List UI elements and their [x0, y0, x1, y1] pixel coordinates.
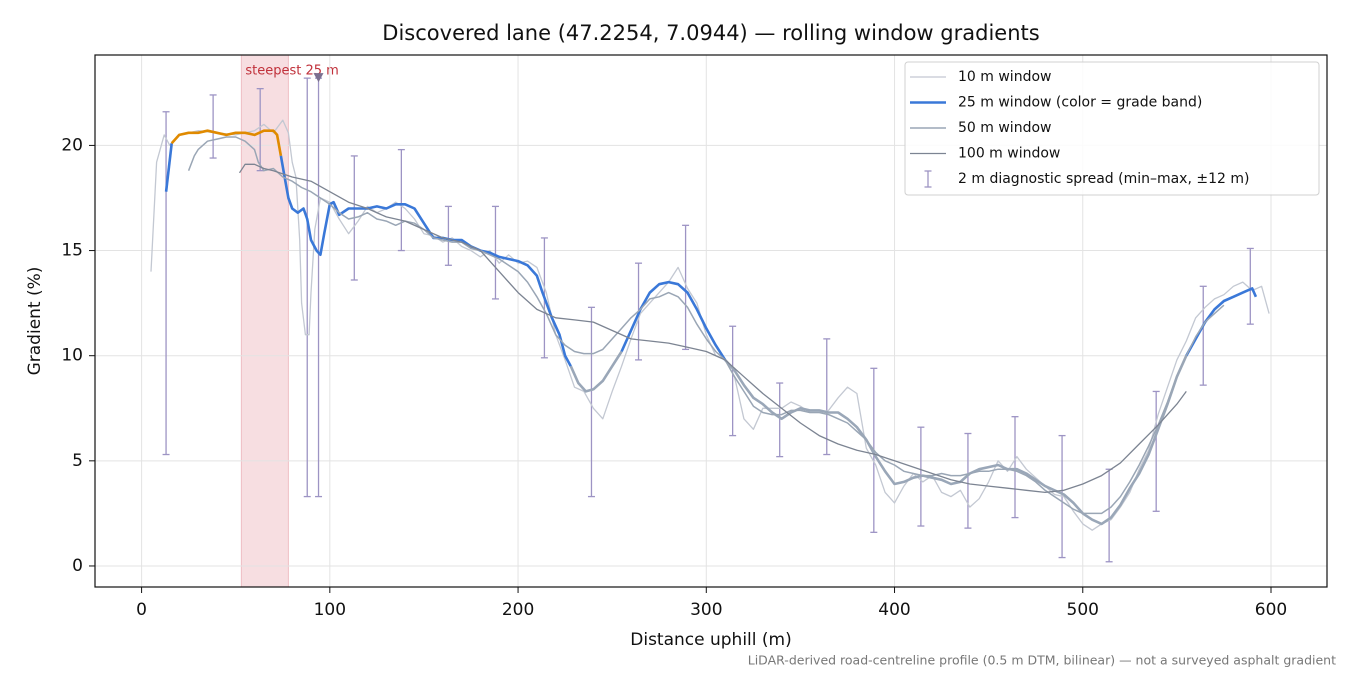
line-series [170, 129, 283, 157]
x-tick-label: 300 [690, 600, 722, 620]
legend-box [904, 61, 1320, 196]
line-series [724, 355, 1188, 526]
error-bar [209, 94, 217, 159]
error-bar [729, 325, 737, 437]
error-bar [776, 382, 784, 458]
x-tick-label: 400 [878, 600, 910, 620]
error-bar [964, 432, 972, 529]
y-tick-label: 20 [61, 135, 83, 155]
legend-label: 50 m window [958, 120, 1051, 136]
chart-title: Discovered lane (47.2254, 7.0944) — roll… [382, 21, 1039, 45]
error-bar [1011, 416, 1019, 519]
error-bar [397, 148, 405, 252]
y-tick-label: 0 [72, 556, 83, 576]
line-series [620, 280, 727, 361]
x-tick-label: 200 [502, 600, 534, 620]
line-series [569, 350, 623, 393]
y-tick-label: 5 [72, 451, 83, 471]
x-tick-label: 0 [136, 600, 147, 620]
error-bar [256, 87, 264, 172]
line-series [238, 163, 1187, 494]
x-tick-label: 100 [314, 600, 346, 620]
plot-area: steepest 25 m [95, 54, 1327, 588]
line-series [150, 119, 1270, 531]
error-bar [444, 205, 452, 266]
error-bar [1199, 285, 1207, 386]
error-bar [682, 224, 690, 351]
error-bar [587, 306, 595, 498]
highlight-label: steepest 25 m [245, 64, 338, 79]
line-series [1185, 287, 1258, 357]
error-bar [1246, 247, 1254, 325]
legend-label: 25 m window (color = grade band) [958, 95, 1202, 111]
y-axis-label: Gradient (%) [25, 267, 45, 376]
y-tick-label: 10 [61, 346, 83, 366]
footnote: LiDAR-derived road-centreline profile (0… [748, 653, 1336, 668]
legend-label: 10 m window [958, 69, 1051, 85]
x-axis-label: Distance uphill (m) [630, 630, 791, 650]
error-bar [162, 111, 170, 456]
peak-marker [313, 73, 324, 83]
legend: 10 m window 25 m window (color = grade ba… [904, 61, 1320, 196]
axes-frame [94, 54, 1328, 588]
legend-label: 2 m diagnostic spread (min–max, ±12 m) [958, 171, 1249, 187]
y-tick-label: 15 [61, 241, 83, 261]
line-series [279, 155, 572, 367]
line-series [164, 143, 173, 192]
x-tick-label: 600 [1255, 600, 1287, 620]
error-bar [1152, 390, 1160, 512]
error-bar [491, 205, 499, 300]
highlight-span [240, 54, 289, 588]
error-bar [823, 338, 831, 456]
legend-label: 100 m window [958, 146, 1060, 162]
error-bar [303, 77, 311, 498]
x-tick-label: 500 [1067, 600, 1099, 620]
